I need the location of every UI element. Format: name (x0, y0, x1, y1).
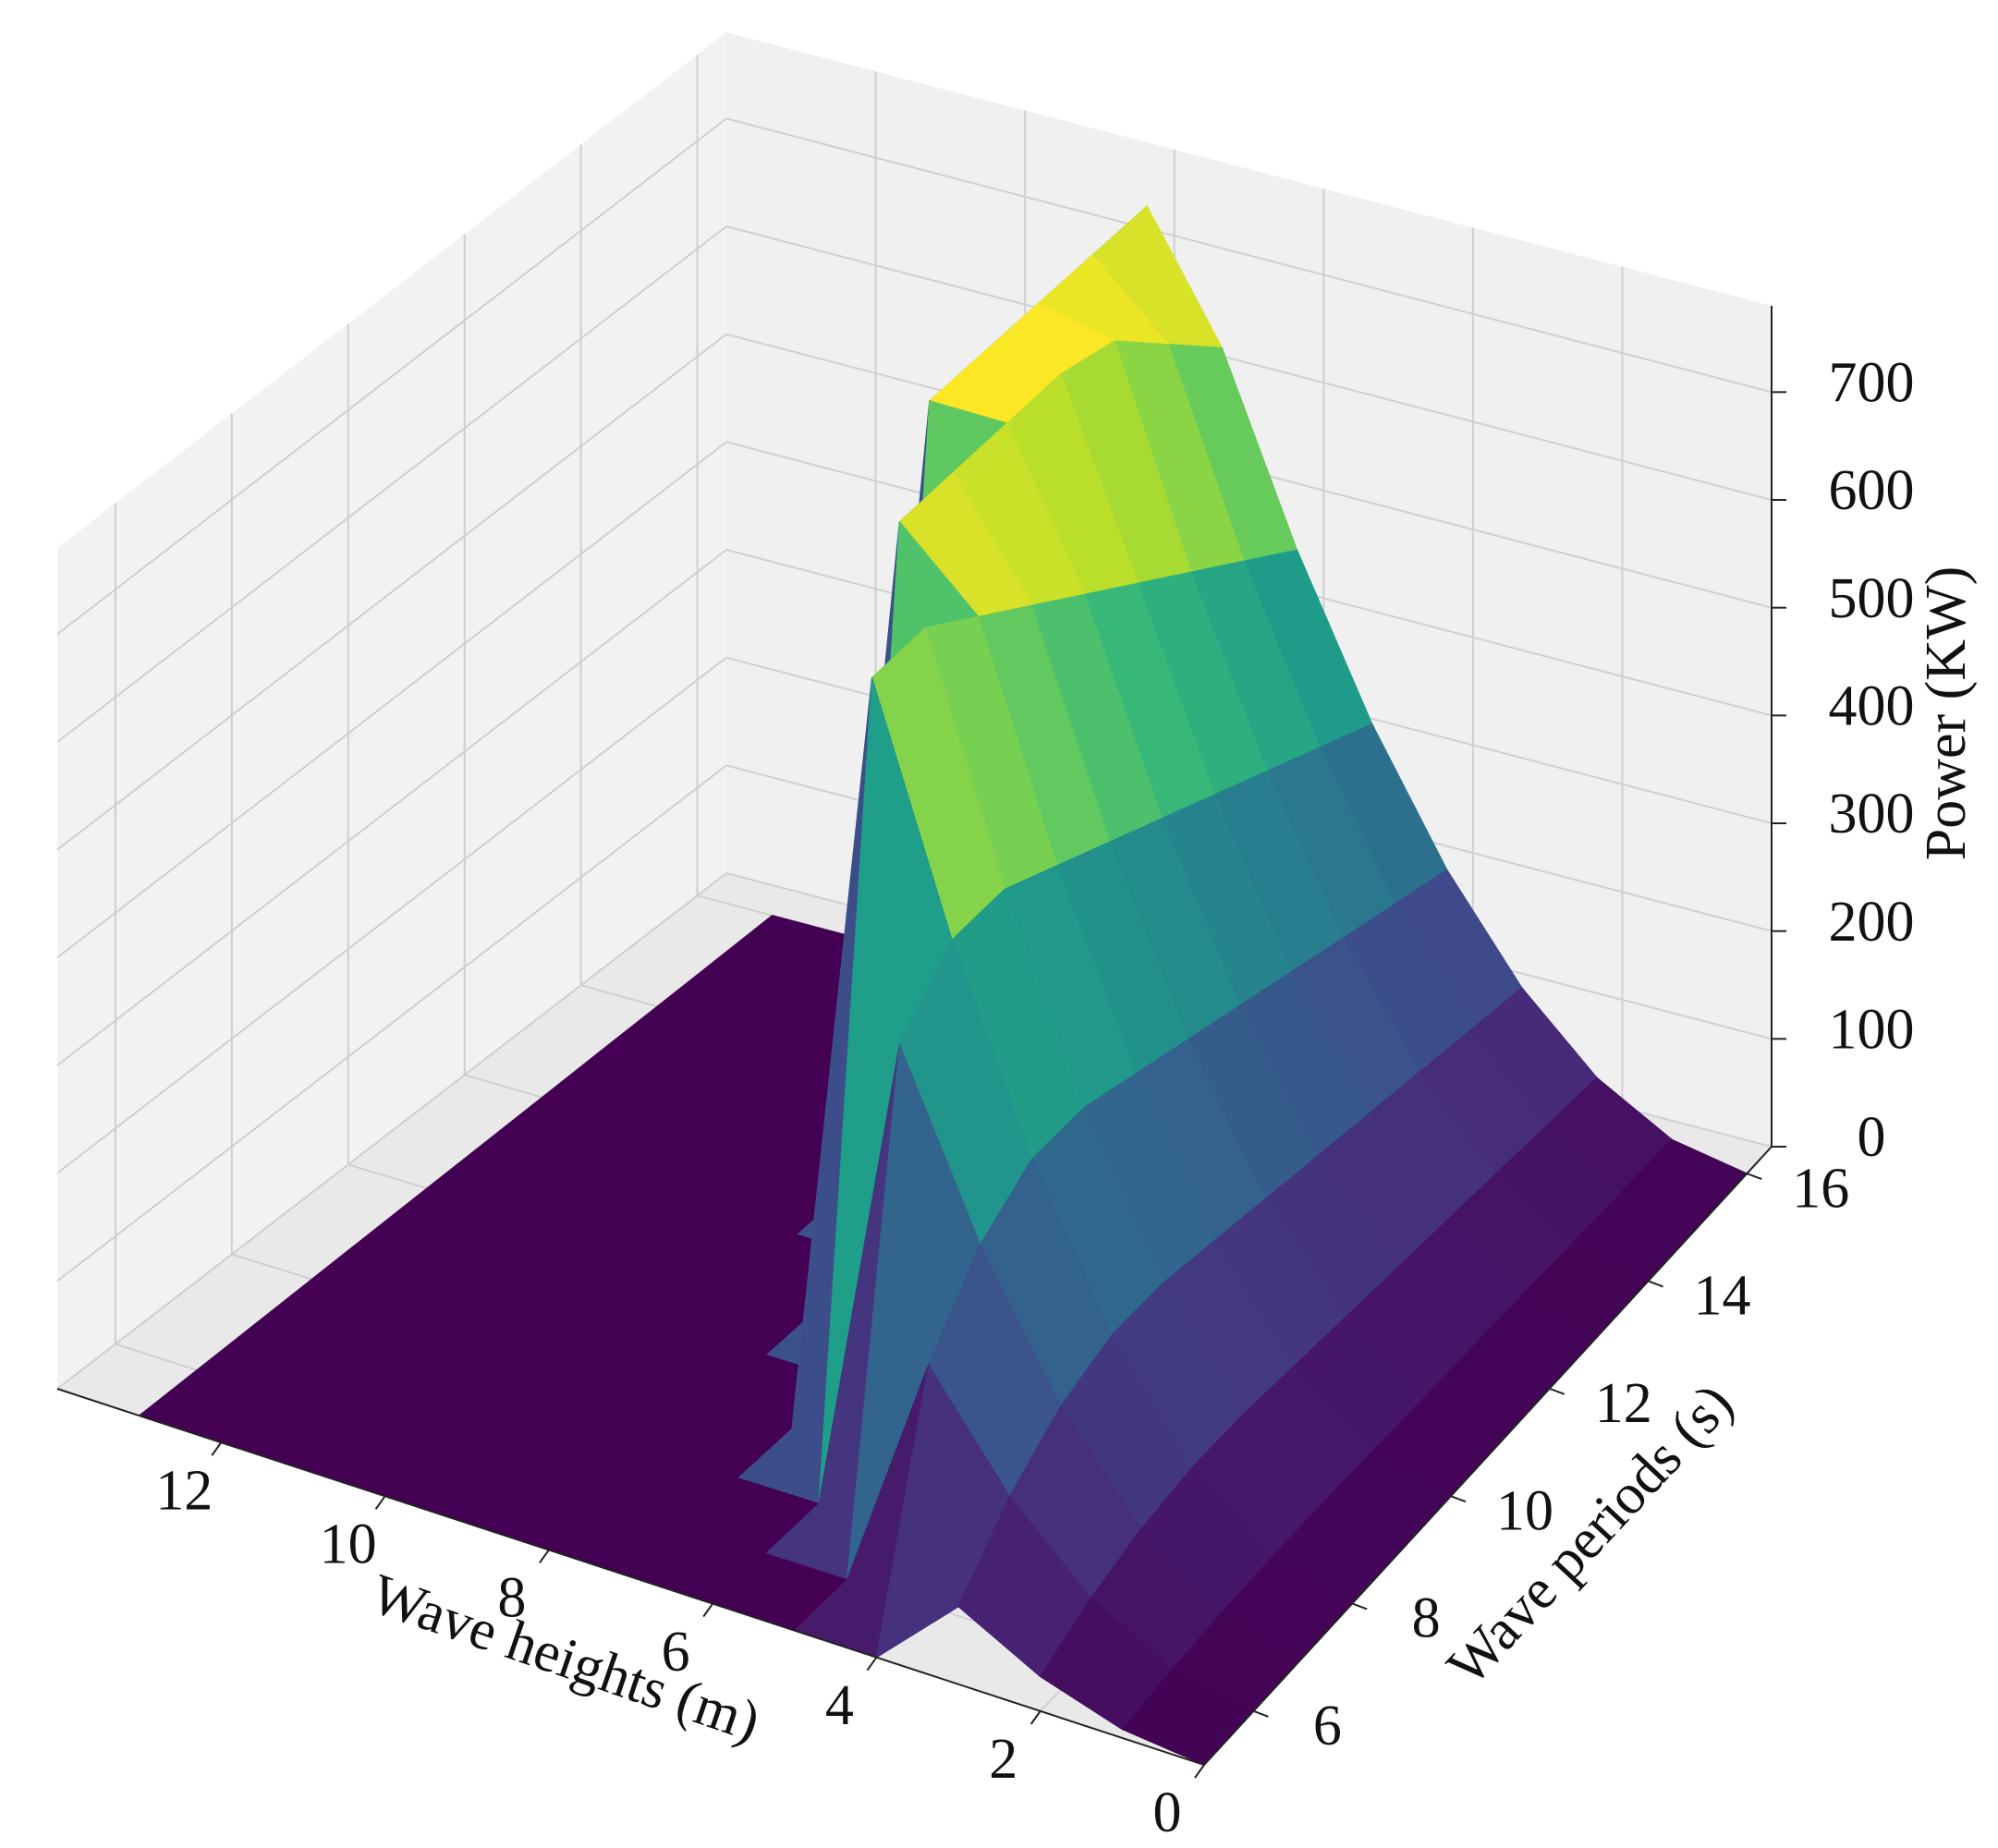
z-tick-label: 400 (1829, 675, 1915, 738)
grid-line (56, 872, 727, 1390)
y-tick (1746, 1173, 1762, 1181)
grid-line (56, 225, 727, 743)
x-tick (1029, 1710, 1042, 1725)
grid-line (56, 549, 727, 1066)
x-tick-label: 0 (1153, 1781, 1182, 1844)
x-tick (539, 1549, 550, 1564)
z-axis-label: Power (KW) (1915, 566, 1978, 861)
y-tick-label: 10 (1496, 1479, 1553, 1542)
z-tick-label: 200 (1829, 891, 1915, 954)
grid-line (56, 117, 727, 636)
grid-line (725, 225, 1773, 501)
x-tick-label: 6 (662, 1621, 690, 1684)
y-tick (1450, 1495, 1467, 1503)
y-tick (1648, 1280, 1663, 1288)
grid-line (56, 333, 727, 851)
z-tick-label: 100 (1829, 999, 1915, 1062)
y-tick (1253, 1709, 1269, 1718)
y-axis-line (1203, 1146, 1773, 1766)
x-tick (866, 1657, 878, 1672)
left-pane (57, 32, 726, 1389)
x-tick (211, 1441, 223, 1456)
x-tick-label: 2 (989, 1728, 1017, 1791)
y-tick (1549, 1387, 1566, 1395)
surface (139, 205, 1748, 1766)
x-tick-label: 4 (825, 1674, 854, 1737)
grid-line (56, 656, 727, 1174)
z-tick-label: 600 (1829, 459, 1915, 522)
z-tick-label: 0 (1858, 1106, 1886, 1169)
z-tick-label: 500 (1829, 567, 1915, 630)
y-tick-label: 12 (1595, 1372, 1652, 1435)
z-tick-label: 300 (1829, 783, 1915, 845)
grid-line (56, 441, 727, 959)
x-tick-label: 10 (320, 1514, 377, 1576)
z-tick-label: 700 (1829, 352, 1915, 415)
x-tick (1194, 1764, 1205, 1779)
y-tick-label: 14 (1694, 1265, 1751, 1328)
x-axis-line (56, 1388, 1205, 1766)
x-tick (702, 1602, 713, 1618)
y-tick-label: 16 (1792, 1157, 1849, 1220)
x-tick-label: 8 (497, 1567, 526, 1630)
axes: 0246810126810121416010020030040050060070… (56, 306, 1915, 1844)
y-tick-label: 6 (1313, 1695, 1342, 1757)
grid-line (725, 117, 1773, 394)
grid-line (56, 764, 727, 1283)
x-tick (374, 1495, 386, 1510)
x-tick-label: 12 (155, 1459, 213, 1522)
y-tick (1351, 1602, 1368, 1611)
y-tick-label: 8 (1412, 1587, 1441, 1650)
